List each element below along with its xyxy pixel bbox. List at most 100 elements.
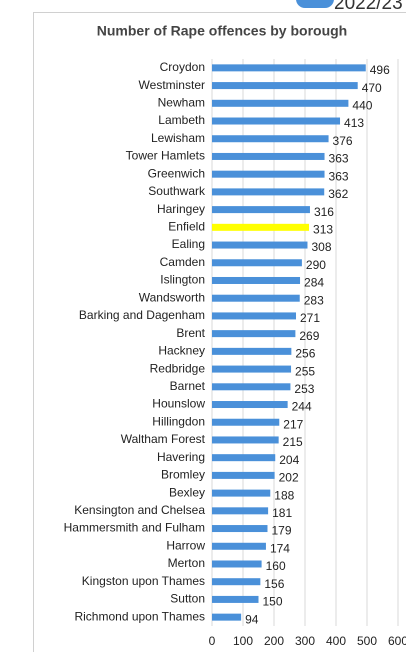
value-label: 290: [306, 258, 326, 272]
y-tick-label: Waltham Forest: [121, 432, 206, 446]
bar: [212, 578, 261, 586]
x-tick-label: 500: [357, 634, 377, 648]
bar: [212, 206, 310, 214]
bar: [212, 471, 275, 479]
bar: [212, 560, 262, 568]
value-label: 160: [266, 559, 286, 573]
header: 2022/23: [334, 0, 403, 14]
value-label: 284: [304, 276, 324, 290]
value-label: 313: [313, 223, 333, 237]
bar: [212, 259, 302, 267]
y-tick-label: Merton: [168, 556, 205, 570]
value-label: 363: [329, 152, 349, 166]
value-label: 150: [263, 595, 283, 609]
y-tick-label: Hackney: [158, 344, 205, 358]
bar: [212, 188, 325, 196]
y-tick-label: Haringey: [157, 202, 205, 216]
value-label: 470: [362, 81, 382, 95]
y-tick-label: Richmond upon Thames: [74, 609, 205, 623]
bar: [212, 241, 308, 249]
y-tick-label: Brent: [176, 326, 205, 340]
value-label: 188: [274, 488, 294, 502]
bar: [212, 418, 280, 426]
bar: [212, 135, 329, 143]
y-tick-label: Enfield: [168, 220, 205, 234]
bar: [212, 436, 279, 444]
y-tick-label: Tower Hamlets: [126, 149, 205, 163]
value-label: 202: [279, 471, 299, 485]
bar: [212, 454, 276, 462]
x-tick-label: 100: [233, 634, 253, 648]
y-tick-label: Croydon: [160, 60, 205, 74]
x-tick-label: 600: [388, 634, 406, 648]
y-tick-label: Newham: [158, 95, 205, 109]
value-label: 244: [292, 400, 312, 414]
bar: [212, 117, 341, 125]
y-tick-label: Islington: [160, 273, 205, 287]
bar: [212, 489, 271, 497]
y-tick-label: Barnet: [170, 379, 206, 393]
y-tick-label: Westminster: [139, 78, 205, 92]
y-tick-label: Wandsworth: [139, 290, 205, 304]
bar: [212, 347, 292, 355]
x-tick-label: 400: [326, 634, 346, 648]
value-label: 308: [311, 240, 331, 254]
y-tick-label: Camden: [160, 255, 205, 269]
y-tick-label: Lambeth: [158, 113, 205, 127]
y-tick-label: Bromley: [161, 468, 205, 482]
value-label: 256: [295, 347, 315, 361]
y-tick-label: Lewisham: [151, 131, 205, 145]
value-label: 269: [299, 329, 319, 343]
y-tick-label: Redbridge: [150, 361, 206, 375]
bar: [212, 613, 242, 621]
header-icon: [296, 0, 334, 8]
y-tick-label: Greenwich: [148, 166, 205, 180]
bar: [212, 365, 292, 373]
value-label: 440: [352, 98, 372, 112]
bar: [212, 595, 259, 603]
bar: [212, 152, 325, 160]
y-tick-label: Southwark: [148, 184, 206, 198]
y-tick-label: Hounslow: [152, 397, 205, 411]
value-label: 362: [328, 187, 348, 201]
value-label: 283: [304, 293, 324, 307]
bar: [212, 383, 291, 391]
chart-frame: [33, 12, 406, 652]
value-label: 255: [295, 364, 315, 378]
value-label: 204: [279, 453, 299, 467]
value-label: 181: [272, 506, 292, 520]
x-tick-label: 200: [264, 634, 284, 648]
chart-title: Number of Rape offences by borough: [97, 23, 347, 39]
bar: [212, 82, 358, 90]
value-label: 94: [245, 612, 259, 626]
value-label: 217: [283, 417, 303, 431]
y-tick-label: Hillingdon: [152, 414, 205, 428]
y-tick-label: Harrow: [166, 538, 205, 552]
y-tick-label: Sutton: [170, 592, 205, 606]
x-tick-label: 300: [295, 634, 315, 648]
value-label: 179: [271, 524, 291, 538]
bar: [212, 223, 310, 231]
bar: [212, 64, 366, 72]
y-tick-label: Havering: [157, 450, 205, 464]
x-tick-label: 0: [209, 634, 216, 648]
bar: [212, 170, 325, 178]
value-label: 496: [370, 63, 390, 77]
y-tick-label: Kensington and Chelsea: [74, 503, 205, 517]
value-label: 174: [270, 541, 290, 555]
value-label: 413: [344, 116, 364, 130]
value-label: 253: [294, 382, 314, 396]
value-label: 363: [329, 169, 349, 183]
value-label: 156: [264, 577, 284, 591]
y-tick-label: Hammersmith and Fulham: [64, 521, 205, 535]
bar: [212, 312, 297, 320]
value-label: 376: [333, 134, 353, 148]
bar: [212, 330, 296, 338]
value-label: 271: [300, 311, 320, 325]
y-tick-label: Kingston upon Thames: [82, 574, 205, 588]
bar: [212, 276, 301, 284]
bar: [212, 401, 288, 409]
value-label: 215: [283, 435, 303, 449]
bar: [212, 525, 268, 533]
